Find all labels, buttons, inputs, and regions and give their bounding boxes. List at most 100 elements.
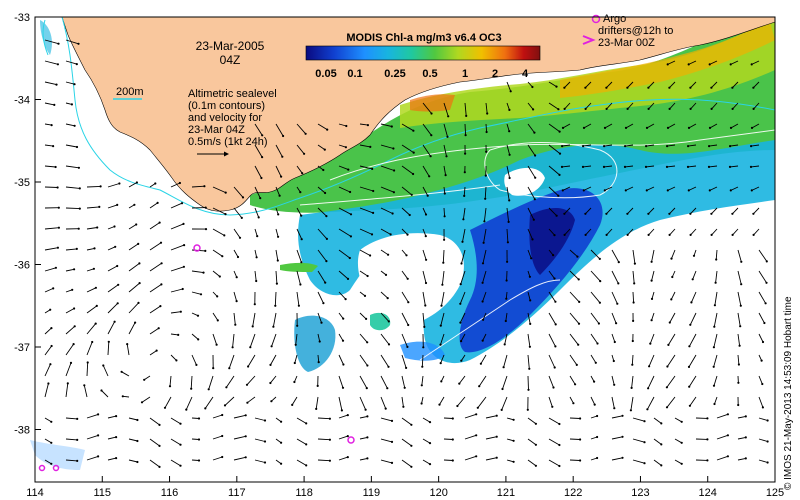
velocity-arrow-tip — [555, 214, 558, 217]
velocity-arrow-tip — [390, 440, 394, 443]
velocity-arrow — [690, 228, 697, 236]
velocity-arrow — [669, 312, 676, 323]
velocity-arrow — [483, 207, 487, 222]
velocity-arrow — [128, 322, 136, 335]
velocity-arrow-tip — [94, 322, 97, 325]
velocity-arrow — [527, 375, 529, 390]
velocity-arrow — [86, 305, 98, 314]
velocity-arrow-tip — [508, 153, 511, 156]
velocity-arrow — [317, 123, 328, 130]
velocity-arrow — [561, 165, 571, 168]
velocity-arrow-tip — [372, 211, 375, 214]
velocity-arrow — [582, 165, 592, 168]
velocity-arrow — [503, 354, 508, 368]
velocity-arrow — [141, 396, 151, 403]
velocity-arrow — [562, 144, 571, 147]
velocity-arrow-tip — [650, 279, 653, 282]
velocity-arrow — [128, 263, 140, 272]
velocity-arrow — [716, 413, 729, 419]
velocity-arrow-tip — [528, 367, 531, 370]
velocity-arrow-tip — [460, 340, 463, 343]
colorbar-tick-label: 0.5 — [422, 68, 437, 80]
velocity-arrow — [464, 434, 477, 440]
velocity-arrow — [212, 414, 223, 419]
velocity-arrow — [648, 354, 655, 367]
velocity-arrow-tip — [613, 407, 616, 410]
velocity-arrow-tip — [280, 462, 283, 465]
velocity-arrow-tip — [557, 108, 560, 111]
velocity-arrow — [380, 228, 391, 235]
velocity-arrow-tip — [86, 361, 89, 364]
velocity-arrow-tip — [423, 325, 426, 328]
velocity-arrow — [585, 207, 592, 215]
velocity-arrow-tip — [260, 176, 263, 180]
velocity-arrow — [443, 123, 448, 137]
velocity-arrow-tip — [531, 85, 534, 89]
velocity-arrow — [65, 417, 78, 420]
velocity-arrow-tip — [506, 241, 509, 244]
argo-drifter-marker[interactable] — [52, 464, 60, 472]
velocity-arrow — [422, 438, 431, 444]
velocity-arrow — [751, 60, 760, 65]
velocity-arrow-tip — [708, 145, 711, 148]
velocity-arrow — [667, 60, 676, 65]
velocity-arrow-tip — [728, 165, 732, 168]
velocity-arrow-tip — [534, 464, 538, 467]
velocity-arrow-tip — [605, 107, 608, 110]
velocity-arrow-tip — [443, 192, 446, 195]
colorbar-tick-label: 4 — [522, 68, 529, 80]
velocity-arrow — [460, 354, 466, 361]
velocity-arrow-tip — [272, 325, 275, 328]
velocity-arrow — [527, 291, 531, 301]
velocity-arrow — [401, 249, 407, 256]
velocity-arrow-tip — [69, 361, 73, 364]
velocity-arrow — [671, 249, 676, 259]
velocity-arrow-tip — [240, 216, 243, 219]
velocity-arrow-tip — [668, 321, 671, 324]
velocity-arrow — [460, 270, 466, 285]
velocity-arrow — [233, 291, 238, 302]
argo-drifter-marker[interactable] — [38, 464, 46, 472]
velocity-arrow-tip — [363, 294, 367, 297]
velocity-arrow — [65, 438, 78, 441]
velocity-arrow-tip — [253, 303, 256, 306]
velocity-arrow — [208, 375, 214, 390]
velocity-arrow — [630, 396, 634, 411]
velocity-arrow — [191, 417, 200, 419]
colorbar-tick-label: 1 — [462, 68, 468, 80]
velocity-arrow-tip — [765, 260, 768, 263]
velocity-arrow-tip — [154, 182, 157, 185]
velocity-arrow-tip — [666, 126, 670, 129]
velocity-arrow — [737, 333, 741, 346]
velocity-arrow-tip — [688, 345, 691, 348]
velocity-arrow — [506, 165, 511, 179]
velocity-arrow-tip — [528, 275, 532, 278]
velocity-arrow-tip — [366, 274, 369, 278]
velocity-arrow-tip — [387, 343, 391, 346]
velocity-arrow — [527, 228, 533, 240]
velocity-arrow-tip — [633, 282, 636, 285]
argo-drifter-marker[interactable] — [347, 436, 355, 444]
velocity-arrow — [422, 291, 426, 306]
velocity-arrow-tip — [118, 182, 121, 185]
velocity-arrow — [359, 396, 367, 410]
velocity-arrow — [380, 417, 393, 422]
velocity-arrow — [65, 144, 78, 148]
velocity-arrow-tip — [577, 278, 580, 281]
velocity-arrow — [527, 207, 535, 220]
velocity-arrow-tip — [752, 107, 755, 110]
velocity-arrow — [126, 344, 130, 356]
velocity-arrow-tip — [707, 165, 711, 168]
velocity-arrow — [443, 438, 453, 440]
velocity-arrow — [317, 354, 320, 363]
velocity-arrow-tip — [424, 235, 427, 238]
velocity-arrow-tip — [579, 417, 582, 420]
velocity-arrow-tip — [451, 438, 454, 441]
velocity-arrow-tip — [50, 462, 53, 465]
velocity-arrow-tip — [446, 135, 449, 138]
argo-drifter-marker[interactable] — [193, 244, 201, 252]
velocity-arrow-tip — [325, 215, 328, 218]
velocity-arrow — [627, 207, 634, 215]
velocity-arrow-tip — [712, 346, 716, 349]
velocity-arrow — [564, 102, 571, 110]
